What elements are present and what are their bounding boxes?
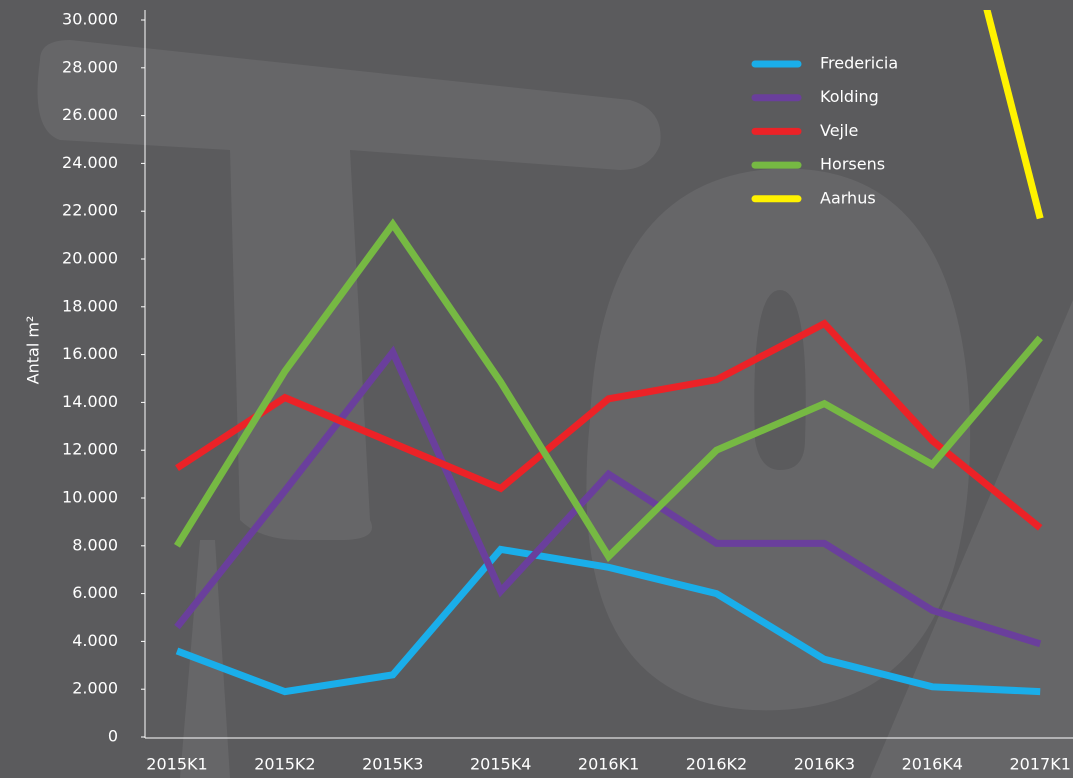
x-tick-label: 2015K4 [470, 755, 531, 774]
y-tick-label: 16.000 [62, 344, 118, 363]
x-tick-label: 2015K1 [146, 755, 207, 774]
y-tick-label: 30.000 [62, 10, 118, 29]
series-line [175, 319, 1043, 531]
y-tick-label: 26.000 [62, 105, 118, 124]
y-tick-label: 4.000 [72, 631, 118, 650]
y-tick-label: 0 [108, 727, 118, 746]
series-line [983, 10, 1044, 220]
x-tick-label: 2016K3 [794, 755, 855, 774]
y-tick-label: 22.000 [62, 201, 118, 220]
y-tick-label: 6.000 [72, 583, 118, 602]
x-tick-label: 2016K4 [902, 755, 963, 774]
legend-label: Aarhus [820, 188, 876, 207]
y-tick-label: 24.000 [62, 153, 118, 172]
y-tick-label: 14.000 [62, 392, 118, 411]
y-tick-label: 2.000 [72, 679, 118, 698]
y-tick-label: 18.000 [62, 296, 118, 315]
legend-label: Horsens [820, 155, 885, 174]
x-tick-label: 2016K2 [686, 755, 747, 774]
watermark [37, 40, 1073, 778]
legend-label: Fredericia [820, 54, 898, 73]
x-tick-label: 2015K2 [254, 755, 315, 774]
y-tick-label: 12.000 [62, 440, 118, 459]
x-tick-label: 2015K3 [362, 755, 423, 774]
y-tick-label: 8.000 [72, 535, 118, 554]
series-line [175, 545, 1041, 696]
legend-label: Vejle [820, 121, 858, 140]
y-axis-label: Antal m² [24, 316, 43, 385]
x-tick-label: 2017K1 [1010, 755, 1071, 774]
plot-lines [174, 10, 1044, 696]
y-tick-label: 10.000 [62, 488, 118, 507]
y-tick-label: 20.000 [62, 249, 118, 268]
series-line [174, 218, 1043, 563]
legend-label: Kolding [820, 87, 879, 106]
series-line [174, 345, 1042, 648]
x-tick-label: 2016K1 [578, 755, 639, 774]
y-tick-label: 28.000 [62, 57, 118, 76]
